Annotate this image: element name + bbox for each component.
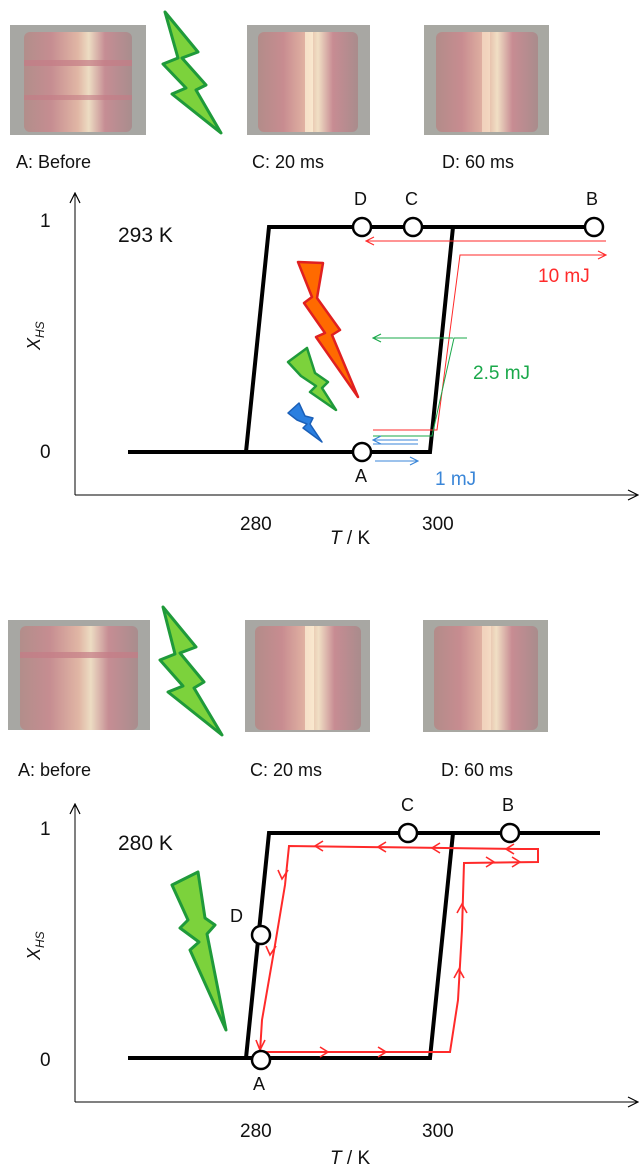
blue-lightning-bolt-icon [287,402,323,443]
bottom-photo-label-20ms: C: 20 ms [250,760,322,780]
bottom-photo-60ms [423,620,548,732]
bottom-point-d [250,924,272,946]
bottom-temperature-label: 280 K [118,832,173,855]
bottom-photo-label-60ms: D: 60 ms [441,760,513,780]
top-panel: A: Before C: 20 ms D: 60 ms 1 0 280 300 … [10,10,638,549]
bottom-photo-20ms [245,620,370,732]
top-point-b [583,216,605,238]
red-lightning-bolt-icon [296,260,360,399]
top-x-tick-300: 300 [422,514,454,535]
top-photo-20ms [247,25,370,135]
top-point-label-d: D [354,189,367,209]
top-photo-before [10,25,146,135]
green-pulse-arrows [373,338,467,437]
top-photo-label-20ms: C: 20 ms [252,152,324,172]
blue-pulse-arrows [373,440,418,461]
lightning-bolt-icon [161,10,223,135]
bottom-photo-before [8,620,150,730]
top-energy-10mj: 10 mJ [538,266,590,287]
bottom-y-tick-0: 0 [40,1050,51,1071]
top-y-axis-label: XHS [24,321,47,351]
bottom-point-label-b: B [502,795,514,815]
top-temperature-label: 293 K [118,224,173,247]
top-photo-label-before: A: Before [16,152,91,172]
top-photo-60ms [424,25,549,135]
green-lightning-bolt-icon [286,346,338,412]
red-pulse-arrows [366,241,606,431]
top-point-d [351,216,373,238]
top-energy-1mj: 1 mJ [435,469,476,490]
bottom-y-tick-1: 1 [40,819,51,840]
top-point-label-a: A [355,466,367,486]
bottom-point-label-c: C [401,795,414,815]
bottom-point-label-a: A [253,1074,265,1094]
bottom-point-label-d: D [230,906,243,926]
top-x-tick-280: 280 [240,514,272,535]
top-point-label-b: B [586,189,598,209]
bottom-point-a [250,1049,272,1071]
bottom-point-b [499,822,521,844]
bottom-point-c [397,822,419,844]
top-hysteresis-loop [128,225,598,454]
top-point-c [402,216,424,238]
top-x-axis-label: T / K [330,528,370,549]
bottom-photo-label-before: A: before [18,760,91,780]
bottom-x-tick-300: 300 [422,1121,454,1142]
bottom-x-tick-280: 280 [240,1121,272,1142]
bottom-hysteresis-loop [128,831,600,1060]
bottom-x-axis-label: T / K [330,1148,370,1169]
top-y-tick-1: 1 [40,211,51,232]
green-lightning-bolt-icon [170,870,228,1032]
bottom-direction-arrows [255,840,522,1058]
top-y-tick-0: 0 [40,442,51,463]
top-point-label-c: C [405,189,418,209]
top-point-a [351,441,373,463]
top-photo-label-60ms: D: 60 ms [442,152,514,172]
lightning-bolt-icon [158,605,224,737]
top-energy-2.5mj: 2.5 mJ [473,363,530,384]
bottom-panel: A: before C: 20 ms D: 60 ms 1 0 280 300 … [8,605,638,1169]
bottom-red-trajectory [259,844,539,1053]
bottom-y-axis-label: XHS [24,931,47,961]
